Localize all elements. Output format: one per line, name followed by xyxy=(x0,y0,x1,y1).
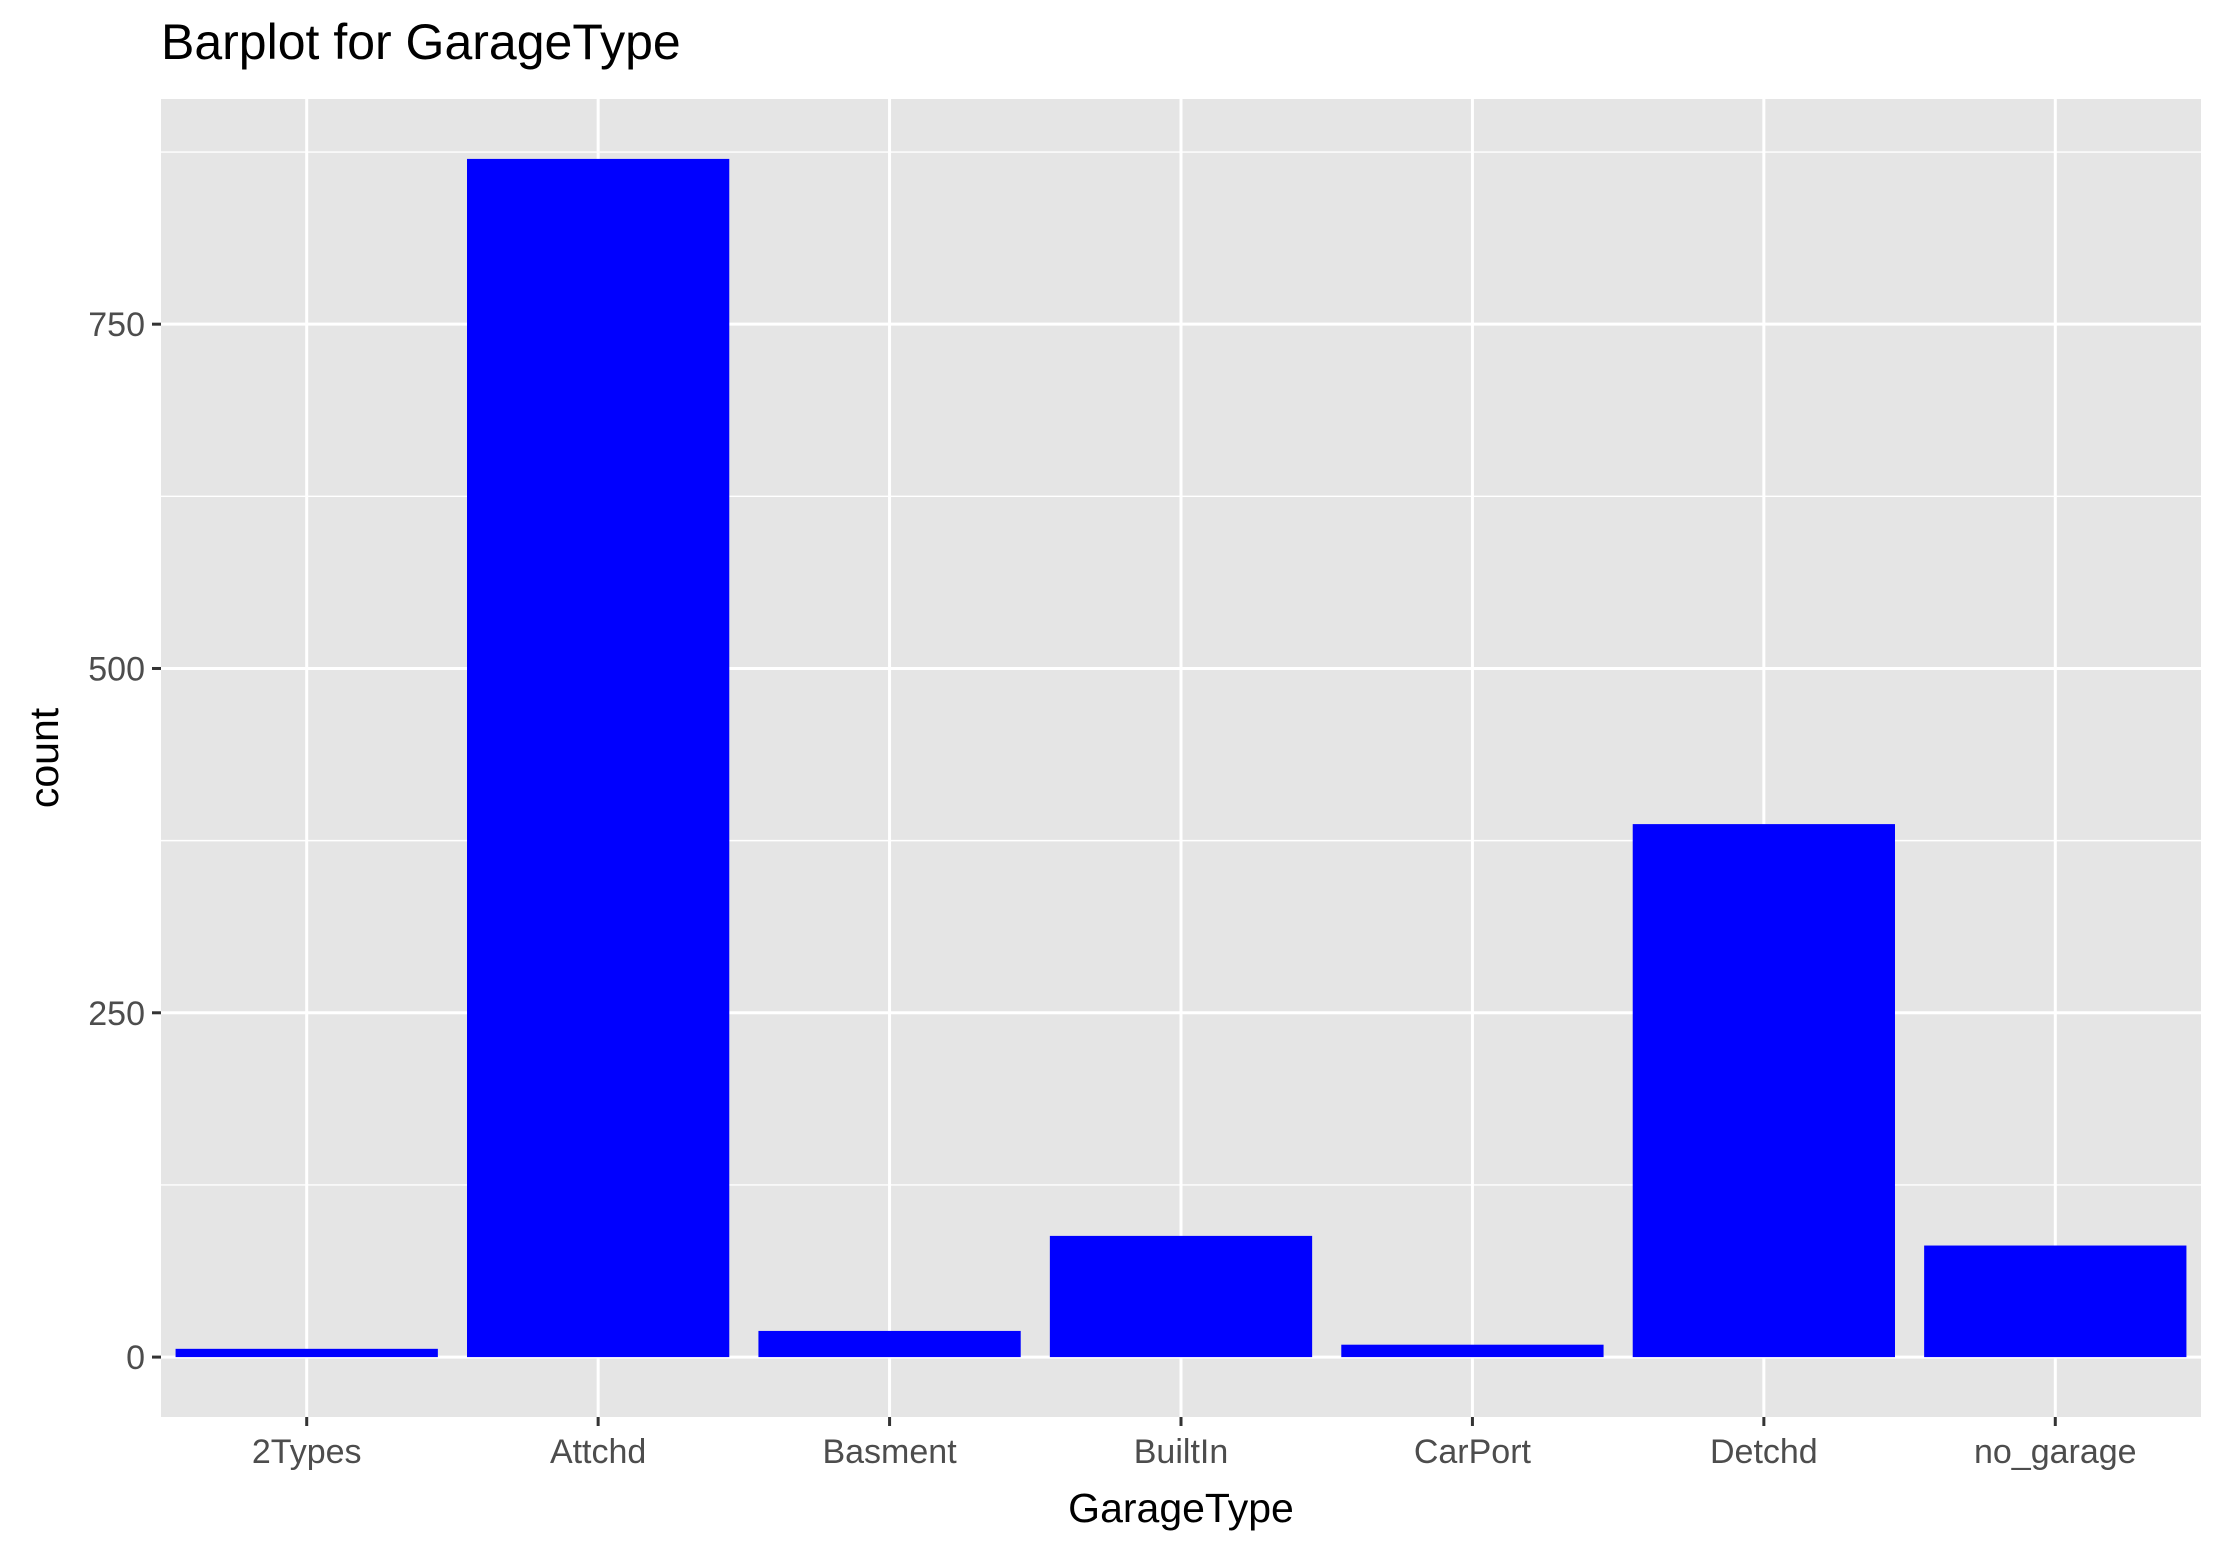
chart-title: Barplot for GarageType xyxy=(161,14,681,70)
x-tick-label: BuiltIn xyxy=(1134,1433,1229,1471)
bar-Basment xyxy=(758,1330,1021,1358)
bar-CarPort xyxy=(1341,1344,1604,1358)
x-tick-label: CarPort xyxy=(1414,1433,1532,1471)
x-tick-label: no_garage xyxy=(1974,1433,2137,1471)
bar-no_garage xyxy=(1924,1245,2187,1358)
bar-Detchd xyxy=(1632,824,1895,1358)
x-axis-title: GarageType xyxy=(1068,1485,1294,1531)
y-tick-label: 250 xyxy=(88,995,145,1033)
y-axis: 0 250 500 750 xyxy=(88,306,161,1377)
bar-Attchd xyxy=(467,158,730,1358)
y-tick-label: 0 xyxy=(126,1339,145,1377)
bar-2Types xyxy=(175,1348,438,1358)
x-axis: 2Types Attchd Basment BuiltIn CarPort Detchd n… xyxy=(252,1417,2137,1471)
x-tick-label: Detchd xyxy=(1710,1433,1818,1471)
x-tick-label: 2Types xyxy=(252,1433,362,1471)
bar-BuiltIn xyxy=(1049,1235,1313,1358)
y-tick-label: 500 xyxy=(88,650,145,688)
x-tick-label: Attchd xyxy=(550,1433,646,1471)
x-tick-label: Basment xyxy=(822,1433,957,1471)
y-tick-label: 750 xyxy=(88,306,145,344)
bars xyxy=(175,158,2187,1358)
y-axis-title: count xyxy=(21,707,67,808)
